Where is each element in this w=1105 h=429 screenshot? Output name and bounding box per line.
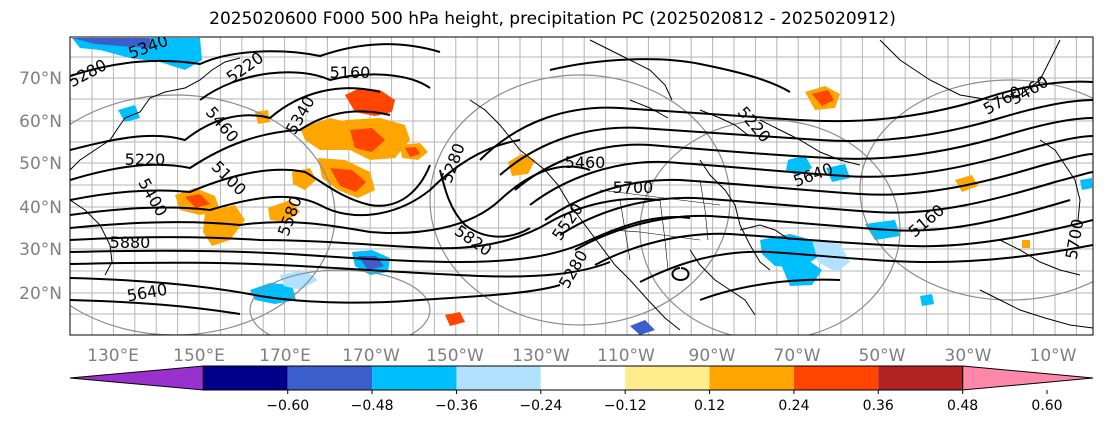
longitude-label: 170°E: [259, 346, 311, 366]
longitude-label: 50°W: [859, 346, 906, 366]
colorbar-segment: [456, 366, 541, 390]
longitude-label: 130°W: [512, 346, 570, 366]
latitude-label: 50°N: [19, 154, 62, 174]
graticule: [70, 37, 1093, 335]
longitude-label: 150°W: [426, 346, 484, 366]
colorbar-tick-label: 0.36: [863, 398, 894, 414]
contour-label: 5160: [330, 63, 371, 82]
latitude-labels: 70°N 60°N 50°N 40°N 30°N 20°N: [19, 69, 62, 304]
colorbar-tick-label: −0.36: [435, 398, 478, 414]
longitude-label: 130°E: [87, 346, 139, 366]
colorbar-tick-label: −0.24: [519, 398, 562, 414]
contour-label: 5460: [565, 153, 606, 172]
latitude-label: 20°N: [19, 284, 62, 304]
colorbar: [69, 365, 1094, 391]
colorbar-extension-low: [69, 365, 204, 391]
colorbar-segment: [793, 366, 879, 390]
longitude-label: 30°W: [945, 346, 992, 366]
longitude-label: 90°W: [689, 346, 736, 366]
colorbar-segment: [878, 366, 963, 390]
latitude-label: 40°N: [19, 198, 62, 218]
longitude-label: 70°W: [774, 346, 821, 366]
colorbar-segment: [709, 366, 794, 390]
coastlines: [70, 39, 1093, 331]
longitude-label: 170°W: [342, 346, 400, 366]
longitude-label: 10°W: [1030, 346, 1077, 366]
colorbar-segment: [372, 366, 457, 390]
longitude-labels: 130°E 150°E 170°E 170°W 150°W 130°W 110°W 90°W 7…: [87, 346, 1077, 366]
latitude-label: 30°N: [19, 240, 62, 260]
colorbar-segment: [540, 366, 626, 390]
country-borders: [599, 179, 721, 271]
colorbar-extension-high: [962, 365, 1094, 391]
map-area: [70, 37, 1093, 335]
contour-label: 5220: [125, 150, 166, 169]
longitude-label: 150°E: [173, 346, 225, 366]
colorbar-tick-label: 0.60: [1031, 398, 1062, 414]
colorbar-tick-label: −0.12: [604, 398, 647, 414]
colorbar-segment: [287, 366, 373, 390]
latitude-label: 60°N: [19, 112, 62, 132]
colorbar-tick-labels: −0.60 −0.48 −0.36 −0.24 −0.12 0.12 0.24 0.36 0.4…: [266, 390, 1063, 414]
colorbar-tick-label: 0.12: [694, 398, 725, 414]
map-title: 2025020600 F000 500 hPa height, precipit…: [209, 9, 896, 29]
colorbar-tick-label: −0.48: [351, 398, 394, 414]
latitude-label: 70°N: [19, 69, 62, 89]
colorbar-tick-label: 0.24: [778, 398, 809, 414]
colorbar-tick-label: −0.60: [266, 398, 309, 414]
contour-label: 5880: [110, 233, 151, 252]
colorbar-segment: [203, 366, 288, 390]
height-contours: [70, 43, 1093, 315]
longitude-label: 110°W: [597, 346, 655, 366]
map-frame: [69, 36, 1094, 336]
contour-label: 5700: [613, 178, 654, 197]
colorbar-segment: [625, 366, 710, 390]
colorbar-tick-label: 0.48: [947, 398, 978, 414]
